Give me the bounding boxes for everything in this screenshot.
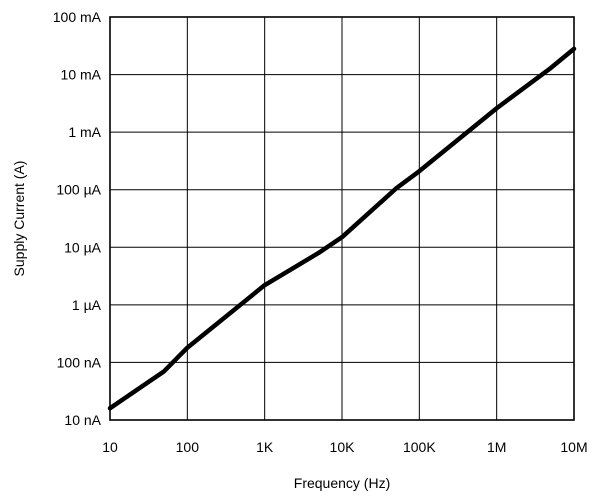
grid xyxy=(109,16,575,421)
y-tick-label: 100 nA xyxy=(57,354,102,370)
plot-frame xyxy=(109,16,575,421)
y-tick-label: 10 mA xyxy=(61,67,102,83)
y-tick-label: 10 µA xyxy=(64,239,102,255)
x-tick-label: 10 xyxy=(102,439,118,455)
y-tick-label: 1 µA xyxy=(72,297,102,313)
series-line xyxy=(107,46,577,411)
y-tick-label: 10 nA xyxy=(64,412,101,428)
y-tick-labels: 10 nA 100 nA 1 µA 10 µA 100 µA 1 mA 10 mA 100 m… xyxy=(53,9,102,428)
x-tick-label: 1K xyxy=(256,439,274,455)
x-tick-label: 1M xyxy=(487,439,506,455)
x-tick-label: 100K xyxy=(403,439,436,455)
x-tick-label: 10M xyxy=(560,439,587,455)
x-tick-labels: 10 100 1K 10K 100K 1M 10M xyxy=(102,439,587,455)
x-tick-label: 100 xyxy=(176,439,200,455)
y-tick-label: 100 µA xyxy=(56,182,101,198)
y-tick-label: 100 mA xyxy=(53,9,102,25)
y-tick-label: 1 mA xyxy=(68,124,101,140)
x-axis-title: Frequency (Hz) xyxy=(294,475,390,491)
x-tick-label: 10K xyxy=(330,439,356,455)
y-axis-title: Supply Current (A) xyxy=(11,161,27,277)
